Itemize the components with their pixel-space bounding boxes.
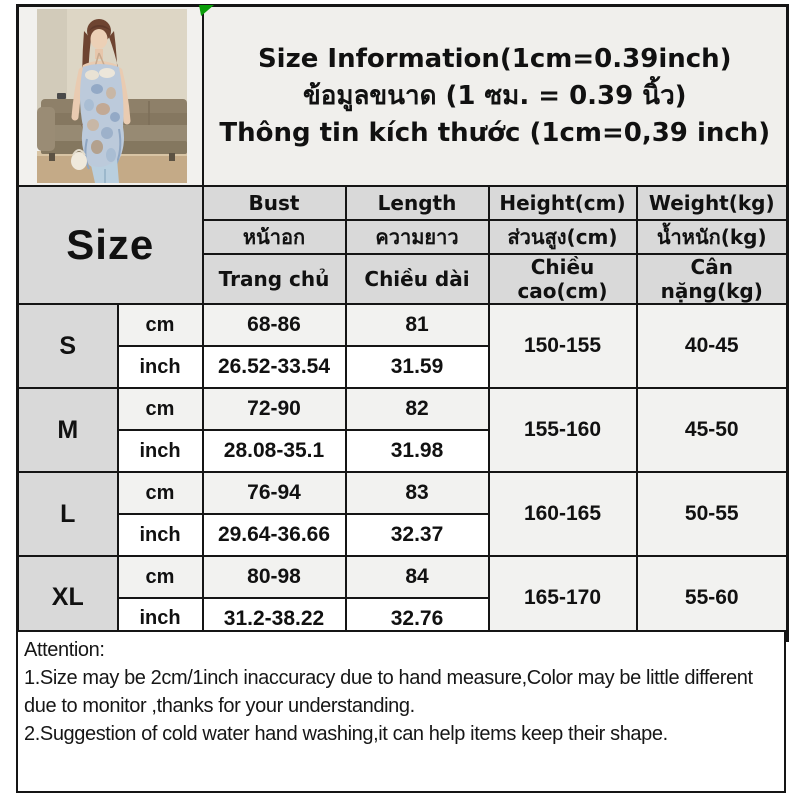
unit-cm: cm (116, 387, 204, 431)
title-vietnamese: Thông tin kích thước (1cm=0,39 inch) (219, 117, 771, 148)
height-value: 155-160 (487, 387, 638, 473)
size-label-l: L (16, 471, 119, 557)
unit-cm: cm (116, 303, 204, 347)
product-photo-cell (16, 4, 204, 187)
header-weight-en: Weight(kg) (635, 185, 789, 221)
size-label-m: M (16, 387, 119, 473)
bust-cm-value: 80-98 (201, 555, 347, 599)
bust-cm-value: 72-90 (201, 387, 347, 431)
weight-value: 40-45 (635, 303, 789, 389)
bust-cm-value: 76-94 (201, 471, 347, 515)
size-table: Size Information(1cm=0.39inch) ข้อมูลขนา… (16, 4, 790, 642)
bust-inch-value: 29.64-36.66 (201, 513, 347, 557)
height-value: 160-165 (487, 471, 638, 557)
title-thai: ข้อมูลขนาด (1 ซม. = 0.39 นิ้ว) (302, 80, 687, 111)
bust-inch-value: 28.08-35.1 (201, 429, 347, 473)
unit-inch: inch (116, 345, 204, 389)
green-corner-flag-icon (199, 5, 214, 16)
attention-box: Attention: 1.Size may be 2cm/1inch inacc… (16, 630, 786, 793)
attention-note-1b: due to monitor ,thanks for your understa… (24, 695, 415, 717)
header-height-vi: Chiều cao(cm) (487, 253, 638, 305)
header-length-vi: Chiều dài (344, 253, 490, 305)
weight-value: 50-55 (635, 471, 789, 557)
title-block: Size Information(1cm=0.39inch) ข้อมูลขนา… (201, 4, 789, 187)
attention-note-2: 2.Suggestion of cold water hand washing,… (24, 723, 668, 745)
header-bust-en: Bust (201, 185, 347, 221)
length-cm-value: 84 (344, 555, 490, 599)
length-inch-value: 31.98 (344, 429, 490, 473)
product-photo (37, 9, 187, 183)
header-bust-th: หน้าอก (201, 219, 347, 255)
height-value: 165-170 (487, 555, 638, 641)
size-label-s: S (16, 303, 119, 389)
header-weight-th: น้ำหนัก(kg) (635, 219, 789, 255)
bust-cm-value: 68-86 (201, 303, 347, 347)
unit-inch: inch (116, 513, 204, 557)
header-weight-vi: Cân nặng(kg) (635, 253, 789, 305)
length-cm-value: 82 (344, 387, 490, 431)
bust-inch-value: 26.52-33.54 (201, 345, 347, 389)
attention-note-1: 1.Size may be 2cm/1inch inaccuracy due t… (24, 667, 753, 689)
unit-cm: cm (116, 471, 204, 515)
unit-cm: cm (116, 555, 204, 599)
weight-value: 45-50 (635, 387, 789, 473)
header-height-en: Height(cm) (487, 185, 638, 221)
length-inch-value: 32.37 (344, 513, 490, 557)
title-english: Size Information(1cm=0.39inch) (257, 43, 732, 74)
attention-heading: Attention: (24, 639, 105, 661)
weight-value: 55-60 (635, 555, 789, 641)
header-length-en: Length (344, 185, 490, 221)
length-inch-value: 31.59 (344, 345, 490, 389)
height-value: 150-155 (487, 303, 638, 389)
unit-inch: inch (116, 429, 204, 473)
length-cm-value: 81 (344, 303, 490, 347)
header-height-th: ส่วนสูง(cm) (487, 219, 638, 255)
header-length-th: ความยาว (344, 219, 490, 255)
size-corner-label: Size (16, 185, 204, 305)
length-cm-value: 83 (344, 471, 490, 515)
header-bust-vi: Trang chủ (201, 253, 347, 305)
size-label-xl: XL (16, 555, 119, 641)
